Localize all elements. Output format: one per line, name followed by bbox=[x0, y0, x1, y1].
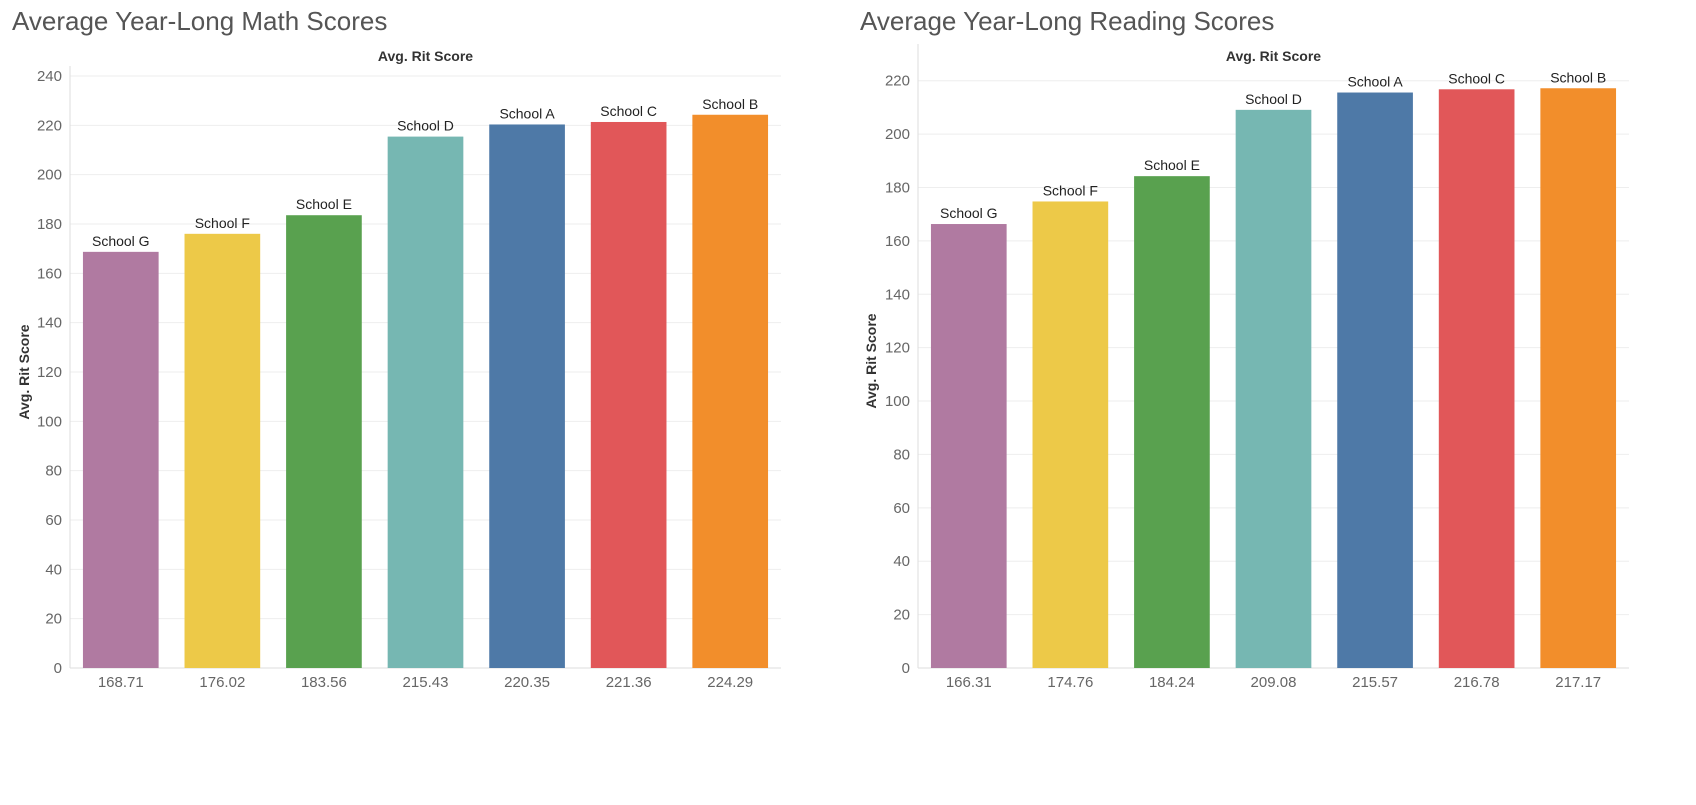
y-tick-label: 180 bbox=[37, 216, 62, 233]
bar-label: School G bbox=[92, 233, 150, 249]
reading-bar-chart: Avg. Rit Score Avg. Rit Score 0 20 40 60 80 100… bbox=[863, 44, 1629, 691]
x-tick-label: 215.43 bbox=[403, 674, 449, 691]
bar bbox=[286, 215, 362, 668]
y-tick-label: 120 bbox=[885, 340, 910, 357]
y-tick-label: 120 bbox=[37, 364, 62, 381]
x-tick-label: 166.31 bbox=[946, 674, 992, 691]
column-header: Avg. Rit Score bbox=[378, 48, 473, 64]
bar bbox=[1540, 88, 1617, 669]
y-tick-label: 140 bbox=[885, 286, 910, 303]
bar-label: School E bbox=[296, 196, 352, 212]
x-tick-label: 221.36 bbox=[606, 674, 652, 691]
column-header: Avg. Rit Score bbox=[1226, 48, 1321, 64]
bar-label: School E bbox=[1144, 157, 1200, 173]
y-tick-label: 200 bbox=[885, 126, 910, 143]
bar bbox=[930, 224, 1007, 669]
bar bbox=[1337, 92, 1413, 668]
bar-label: School C bbox=[1448, 70, 1505, 86]
bar-label: School G bbox=[940, 205, 998, 221]
bar bbox=[82, 251, 159, 668]
y-tick-label: 160 bbox=[37, 265, 62, 282]
math-chart-panel: Average Year-Long Math Scores Avg. Rit S… bbox=[12, 6, 781, 691]
reading-plot-group: Avg. Rit Score Avg. Rit Score 0 20 40 60 80 100… bbox=[863, 44, 1629, 691]
bar-label: School A bbox=[1347, 74, 1403, 90]
y-tick-label: 80 bbox=[893, 446, 910, 463]
bar-label: School F bbox=[1043, 182, 1098, 198]
y-tick-label: 180 bbox=[885, 179, 910, 196]
y-axis-title: Avg. Rit Score bbox=[863, 313, 879, 408]
y-axis-title: Avg. Rit Score bbox=[16, 324, 32, 419]
chart-title: Average Year-Long Math Scores bbox=[12, 6, 388, 36]
bar bbox=[692, 114, 769, 668]
bar-label: School D bbox=[1245, 91, 1302, 107]
x-tick-label: 215.57 bbox=[1352, 674, 1398, 691]
x-tick-label: 183.56 bbox=[301, 674, 347, 691]
x-tick-label: 168.71 bbox=[98, 674, 144, 691]
bar-label: School B bbox=[702, 96, 758, 112]
y-tick-label: 100 bbox=[885, 393, 910, 410]
bar-label: School F bbox=[195, 215, 250, 231]
x-tick-label: 220.35 bbox=[504, 674, 550, 691]
y-tick-label: 20 bbox=[893, 607, 910, 624]
x-tick-label: 184.24 bbox=[1149, 674, 1195, 691]
bar bbox=[489, 124, 565, 669]
x-tick-label: 176.02 bbox=[199, 674, 245, 691]
y-tick-label: 60 bbox=[893, 500, 910, 517]
bar-label: School D bbox=[397, 118, 454, 134]
y-tick-label: 200 bbox=[37, 167, 62, 184]
y-tick-label: 140 bbox=[37, 315, 62, 332]
y-tick-label: 0 bbox=[902, 660, 910, 677]
y-tick-label: 40 bbox=[893, 553, 910, 570]
chart-title: Average Year-Long Reading Scores bbox=[860, 6, 1275, 36]
y-tick-label: 20 bbox=[45, 611, 62, 628]
bar bbox=[1438, 89, 1515, 669]
y-tick-label: 220 bbox=[37, 117, 62, 134]
bar-label: School C bbox=[600, 103, 657, 119]
x-tick-label: 209.08 bbox=[1251, 674, 1297, 691]
y-tick-label: 40 bbox=[45, 561, 62, 578]
math-bar-chart: Avg. Rit Score Avg. Rit Score 0 20 40 60 80 100… bbox=[16, 48, 781, 691]
x-tick-label: 216.78 bbox=[1454, 674, 1500, 691]
bar bbox=[1032, 201, 1109, 668]
y-tick-label: 60 bbox=[45, 512, 62, 529]
y-tick-label: 220 bbox=[885, 73, 910, 90]
y-tick-label: 0 bbox=[54, 660, 62, 677]
x-tick-label: 217.17 bbox=[1555, 674, 1601, 691]
bar bbox=[184, 233, 261, 669]
bar-label: School B bbox=[1550, 69, 1606, 85]
bar bbox=[1235, 109, 1312, 669]
x-tick-label: 174.76 bbox=[1047, 674, 1093, 691]
y-tick-label: 100 bbox=[37, 413, 62, 430]
reading-chart-panel: Average Year-Long Reading Scores Avg. Ri… bbox=[848, 0, 1696, 805]
bar-label: School A bbox=[499, 105, 555, 121]
y-tick-label: 160 bbox=[885, 233, 910, 250]
bar bbox=[387, 136, 464, 668]
bar bbox=[590, 121, 667, 669]
y-tick-label: 80 bbox=[45, 463, 62, 480]
y-tick-label: 240 bbox=[37, 68, 62, 85]
x-tick-label: 224.29 bbox=[707, 674, 753, 691]
bar bbox=[1134, 176, 1210, 668]
